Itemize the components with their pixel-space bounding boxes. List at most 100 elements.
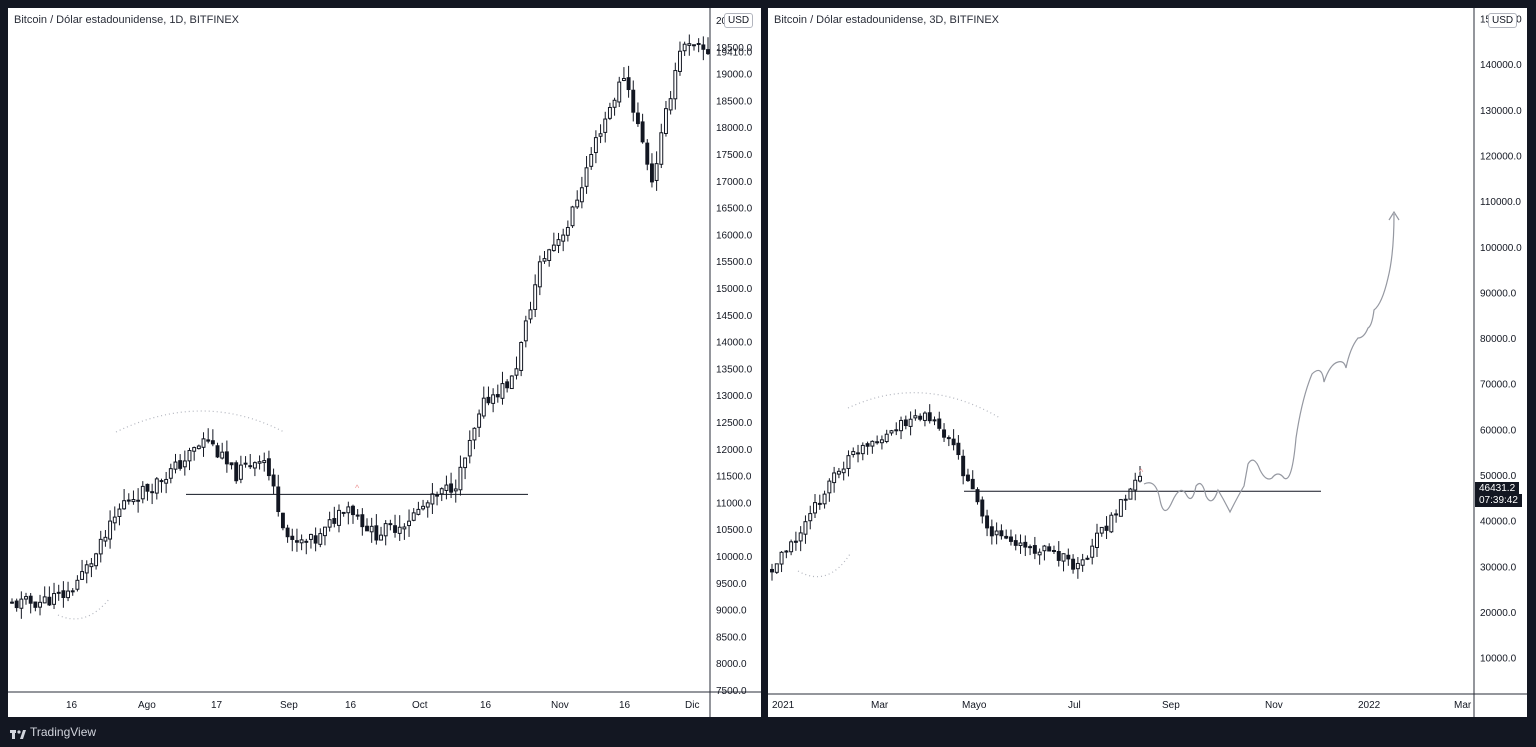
candle-body — [1133, 479, 1138, 491]
chart-panel-daily[interactable]: 20000.019500.019410.019000.018500.018000… — [8, 8, 761, 717]
candle-body — [52, 593, 56, 605]
price-tick-label: 16000.0 — [716, 230, 753, 241]
candle-body — [701, 44, 706, 50]
candle-body — [84, 564, 89, 574]
price-tick-label: 8500.0 — [716, 632, 747, 643]
candle-body — [266, 458, 271, 477]
currency-button[interactable]: USD — [724, 13, 754, 28]
candle-body — [870, 440, 875, 447]
price-tick-label: 12000.0 — [716, 445, 753, 456]
currency-button[interactable]: USD — [1488, 13, 1518, 28]
candle-body — [994, 530, 999, 536]
price-tick-label: 30000.0 — [1480, 562, 1517, 573]
candle-body — [262, 460, 267, 464]
candle-body — [500, 383, 505, 399]
candle-body — [1047, 546, 1052, 552]
candle-body — [299, 539, 304, 544]
projection-arrowhead — [1388, 210, 1400, 221]
candle-body — [383, 523, 388, 537]
candle-body — [621, 77, 626, 81]
candle-body — [1080, 559, 1085, 566]
candle-body — [19, 598, 24, 609]
bottom-arc — [797, 553, 851, 578]
price-tick-label: 15500.0 — [716, 257, 753, 268]
candle-body — [122, 500, 127, 510]
candle-body — [453, 488, 458, 492]
candle-body — [851, 451, 856, 456]
candle-body — [678, 50, 682, 72]
price-tick-label: 12500.0 — [716, 418, 753, 429]
price-tick-label: 14500.0 — [716, 311, 753, 322]
price-tick-label: 140000.0 — [1480, 60, 1522, 71]
candle-body — [458, 466, 463, 491]
price-tick-label: 13500.0 — [716, 364, 753, 375]
price-tick-label: 9000.0 — [716, 606, 747, 617]
candle-body — [913, 415, 918, 419]
candle-body — [970, 478, 975, 490]
candle-body — [38, 601, 42, 608]
candle-body — [61, 590, 66, 598]
price-tick-label: 70000.0 — [1480, 380, 1517, 391]
candle-body — [271, 474, 276, 487]
chart-panel-3d[interactable]: 150000.0140000.0130000.0120000.0110000.0… — [768, 8, 1527, 717]
candle-body — [649, 163, 654, 183]
candle-body — [89, 563, 94, 568]
chart-canvas[interactable]: 20000.019500.019410.019000.018500.018000… — [8, 8, 761, 717]
candle-body — [24, 596, 28, 600]
time-tick-label: Dic — [685, 700, 699, 711]
candle-body — [327, 519, 332, 528]
candle-body — [66, 590, 71, 599]
candle-body — [238, 464, 243, 480]
candle-body — [318, 533, 323, 545]
candle-body — [407, 520, 411, 527]
candle-body — [505, 381, 510, 389]
tradingview-logo-text: TradingView — [30, 725, 97, 739]
candle-body — [654, 163, 659, 181]
candle-body — [206, 439, 211, 442]
top-arc — [115, 410, 285, 433]
candle-body — [309, 533, 313, 540]
price-tick-label: 16500.0 — [716, 204, 753, 215]
candle-body — [980, 499, 985, 517]
candle-body — [388, 523, 393, 526]
price-tick-label: 60000.0 — [1480, 425, 1517, 436]
candle-body — [598, 133, 603, 137]
candle-body — [224, 451, 229, 465]
candle-body — [603, 118, 608, 133]
candle-body — [126, 499, 131, 502]
candle-body — [1114, 513, 1119, 516]
candle-body — [276, 486, 281, 513]
candle-body — [822, 493, 827, 505]
candle-body — [304, 540, 309, 543]
candle-body — [1061, 553, 1066, 562]
candle-body — [846, 455, 851, 469]
candle-body — [841, 468, 846, 474]
candle-body — [192, 447, 197, 452]
price-tick-label: 10500.0 — [716, 525, 753, 536]
candle-body — [369, 525, 374, 533]
candle-body — [985, 515, 990, 529]
candle-body — [220, 451, 225, 459]
chart-canvas[interactable]: 150000.0140000.0130000.0120000.0110000.0… — [768, 8, 1527, 717]
candle-body — [832, 472, 837, 484]
candle-body — [201, 438, 206, 448]
price-tick-label: 120000.0 — [1480, 151, 1522, 162]
candle-body — [856, 452, 861, 455]
candle-body — [393, 525, 397, 533]
price-tick-label: 10000.0 — [716, 552, 753, 563]
candle-body — [961, 455, 966, 477]
candle-body — [1018, 542, 1023, 547]
candle-body — [477, 413, 482, 428]
candle-body — [903, 419, 908, 427]
candle-body — [75, 579, 80, 590]
candle-body — [664, 108, 668, 134]
candle-body — [467, 439, 472, 457]
candle-body — [827, 480, 832, 494]
tradingview-logo[interactable]: TradingView — [10, 725, 96, 739]
candle-body — [551, 244, 556, 252]
candle-body — [879, 439, 884, 444]
candle-body — [1028, 546, 1033, 549]
candle-body — [946, 437, 951, 440]
candle-body — [94, 553, 99, 567]
candle-body — [565, 226, 570, 236]
